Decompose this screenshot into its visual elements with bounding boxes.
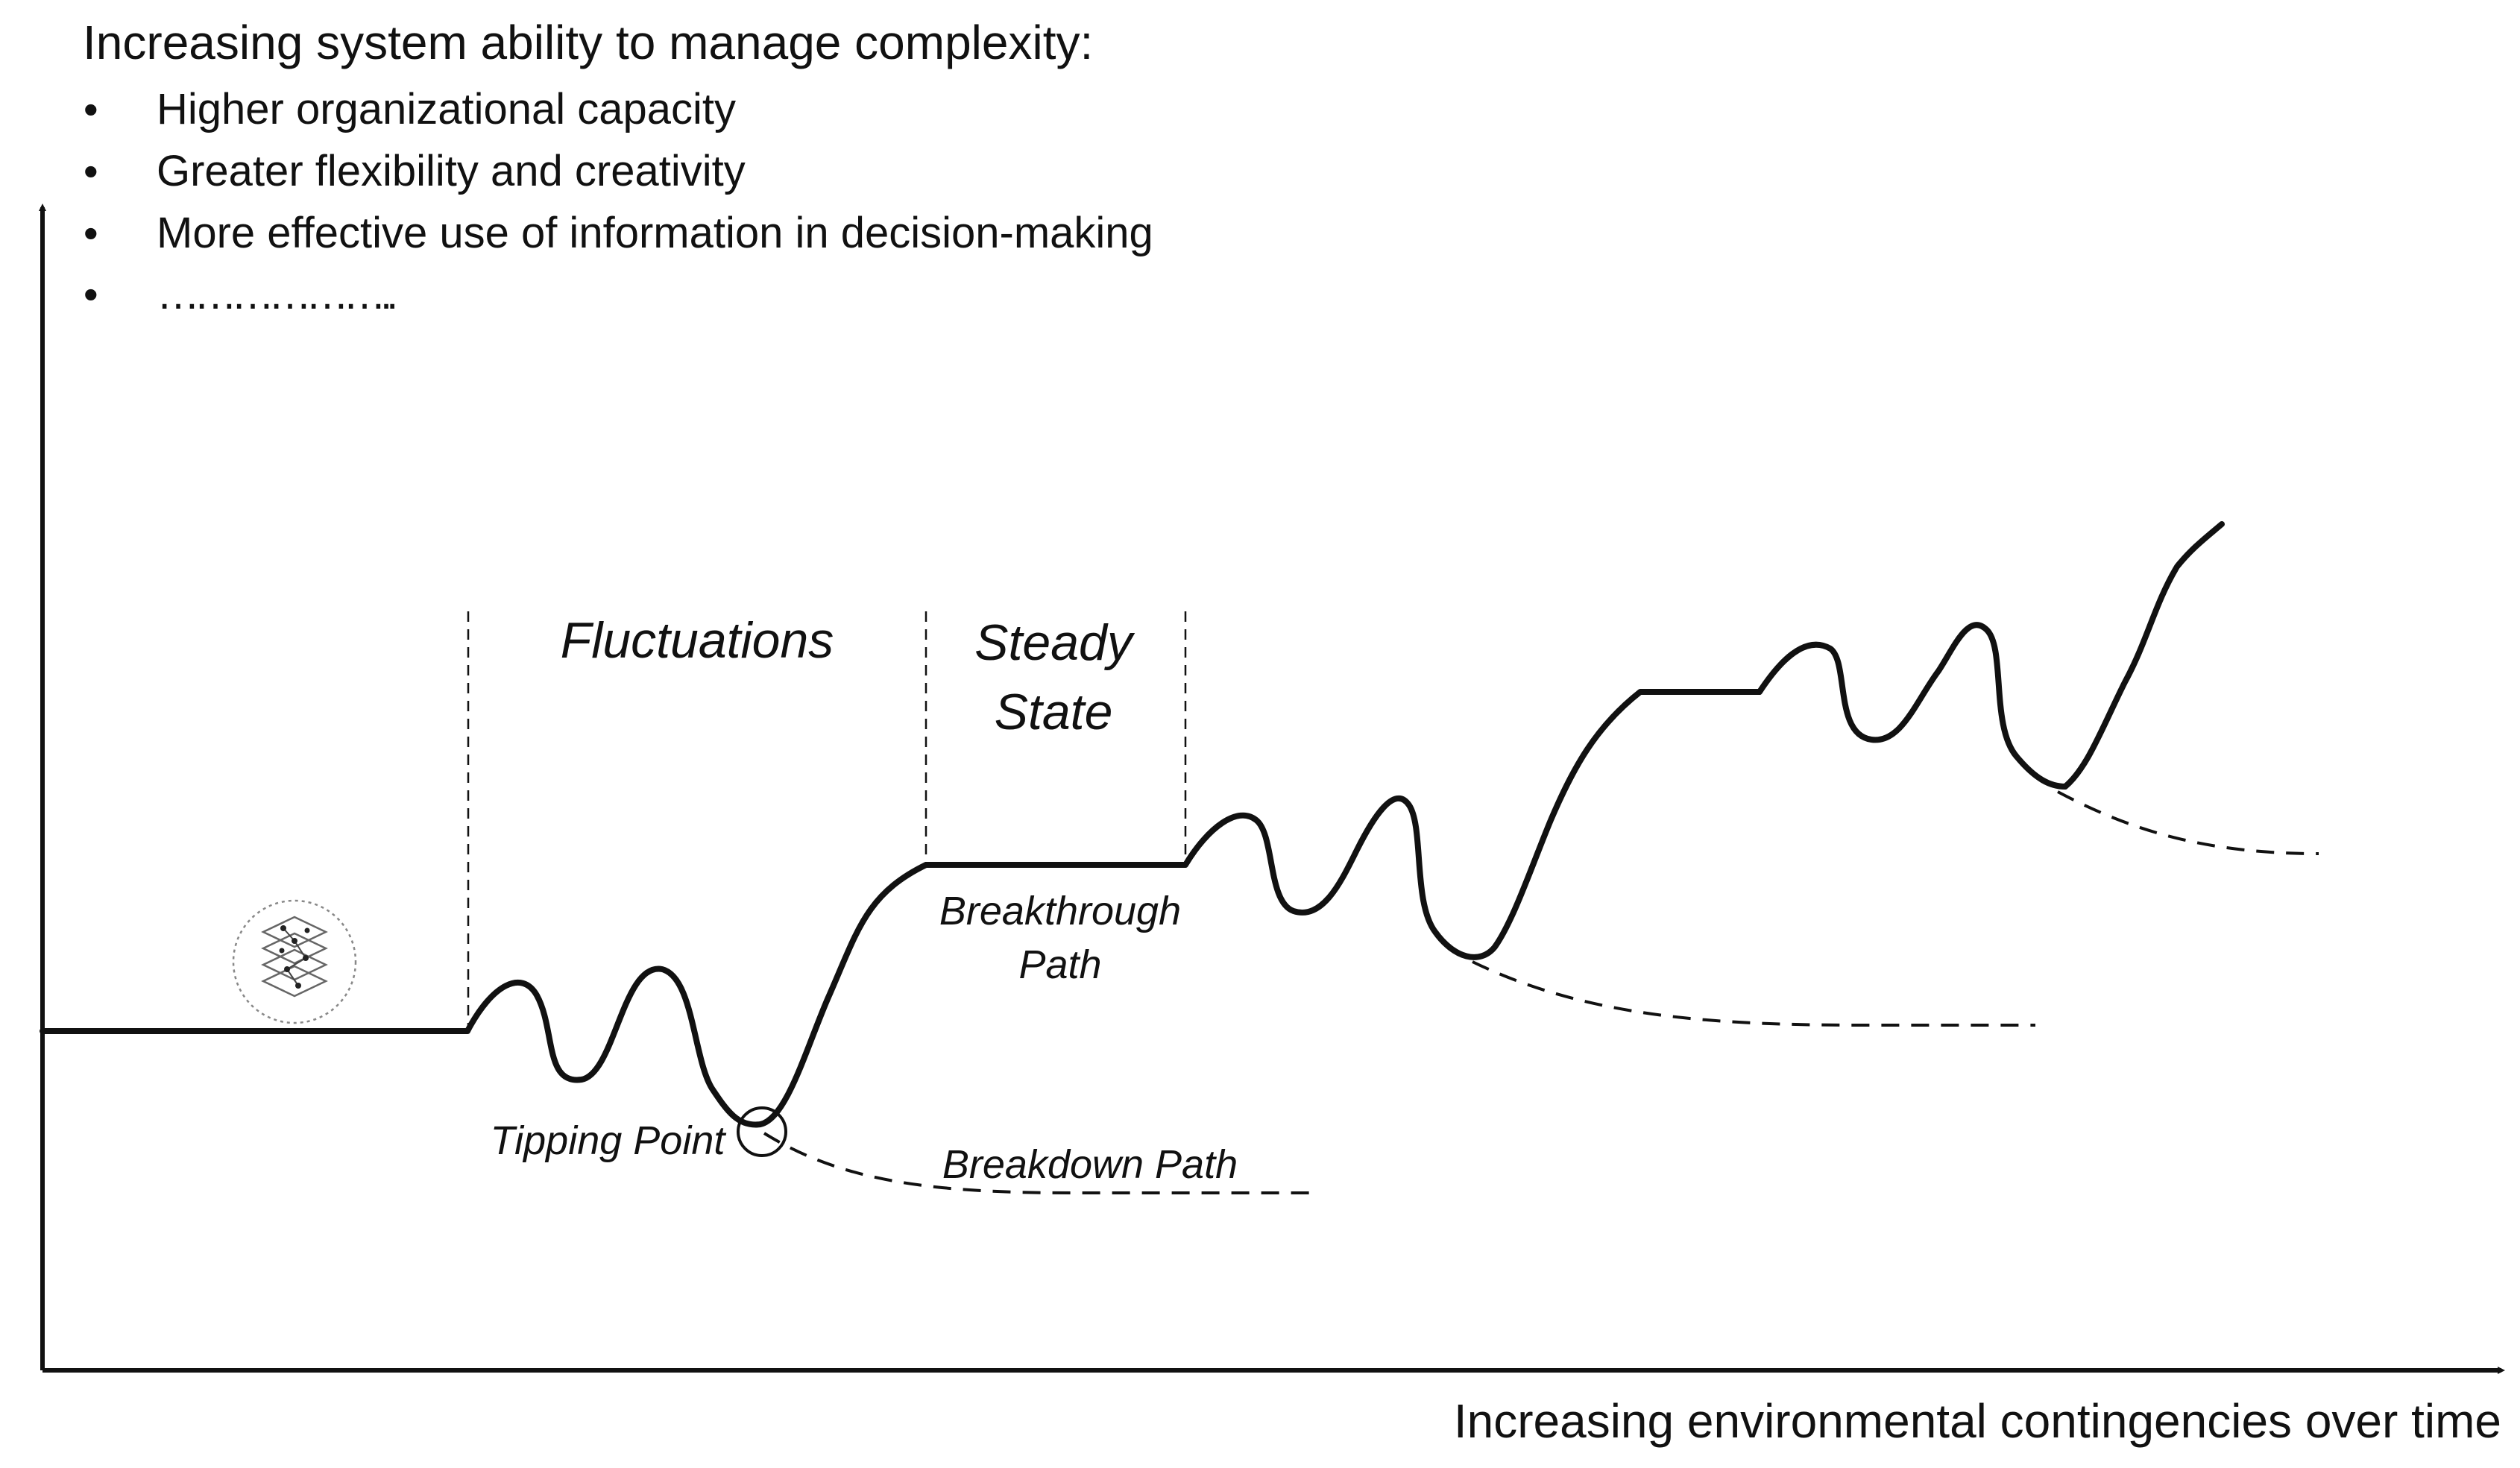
bullet-item-4: ……………….. [157, 270, 394, 318]
bullet-marker: • [84, 271, 98, 318]
bullet-item-2: Greater flexibility and creativity [157, 147, 746, 195]
x-axis-label: Increasing environmental contingencies o… [1454, 1394, 2501, 1448]
breakdown-path [1472, 960, 2035, 1027]
breakthrough-path-label-line2: Path [1018, 942, 1101, 987]
bullet-marker: • [84, 210, 98, 256]
bullet-marker: • [84, 86, 98, 133]
steady-state-label-line2: State [995, 684, 1113, 740]
bullet-item-1: Higher organizational capacity [157, 85, 736, 133]
tipping-point-marker [737, 1106, 787, 1157]
system-trajectory [40, 521, 2225, 1128]
fluctuations-label: Fluctuations [561, 612, 834, 669]
tipping-point-label: Tipping Point [491, 1118, 727, 1163]
bullet-marker: • [84, 148, 98, 195]
steady-state-label-line1: Steady [974, 614, 1135, 671]
diagram-heading: Increasing system ability to manage comp… [83, 16, 1093, 69]
bullet-item-3: More effective use of information in dec… [157, 209, 1153, 257]
breakdown-path [763, 1132, 1312, 1194]
breakthrough-path-label-line1: Breakthrough [939, 889, 1181, 933]
layered-network-icon [232, 899, 357, 1024]
breakdown-path [2057, 790, 2319, 855]
breakdown-path-label: Breakdown Path [942, 1142, 1238, 1187]
